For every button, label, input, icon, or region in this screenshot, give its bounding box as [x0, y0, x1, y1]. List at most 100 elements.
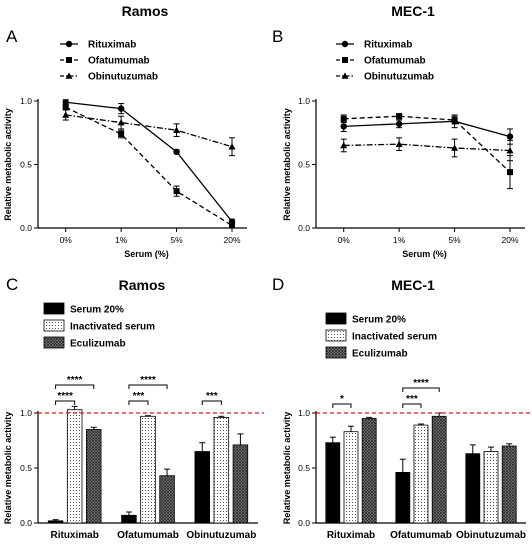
- panel-a-series-rituximab-line: [65, 101, 233, 223]
- panel-d-legend-serum-20-label: Serum 20%: [352, 315, 406, 326]
- panel-c-y-tick-label: 0.5: [20, 463, 32, 473]
- panel-a-series-obinutuzumab-point: [62, 111, 70, 118]
- panel-c-significance-label: ****: [140, 375, 156, 386]
- panel-b-series-obinutuzumab-point: [395, 140, 403, 147]
- panel-a-series-obinutuzumab-line: [65, 114, 233, 148]
- panel-d-significance-bracket: [402, 387, 440, 392]
- panel-d-significance-label: ***: [406, 394, 418, 405]
- panel-b-series-ofatumumab-point: [507, 169, 513, 176]
- panel-d-significance-bracket: [332, 403, 352, 408]
- panel-b-legend-ofatumumab-marker: [342, 57, 348, 63]
- panel-d-bar-serum-20-ofatumumab: [395, 471, 411, 524]
- panel-d-bar-inactivated-serum-rituximab: [343, 431, 359, 524]
- panel-a-series-ofatumumab-point: [62, 104, 69, 111]
- panel-d-legend-inactivated-serum-swatch: [325, 329, 347, 342]
- panel-d-legend-eculizumab-swatch: [325, 346, 347, 359]
- panel-b-x-tick-label: 1%: [393, 235, 406, 245]
- panel-a-legend-ofatumumab-label: Ofatumumab: [88, 56, 150, 67]
- panel-a-legend-rituximab-label: Rituximab: [88, 40, 136, 51]
- panel-b-series-rituximab-point: [395, 120, 403, 128]
- panel-b-legend-rituximab-label: Rituximab: [364, 40, 412, 51]
- panel-a-x-axis-label: Serum (%): [124, 249, 169, 259]
- panel-c-legend-eculizumab-swatch: [43, 336, 65, 349]
- panel-label-b: B: [272, 27, 283, 46]
- panel-c-title: Ramos: [119, 277, 166, 293]
- panel-d-y-tick-label: 0.5: [298, 463, 310, 473]
- panel-a-series-ofatumumab-line: [65, 106, 233, 227]
- panel-c-significance-bracket: [128, 400, 149, 405]
- panel-b-legend-ofatumumab-label: Ofatumumab: [364, 56, 426, 67]
- panel-c-significance-bracket: [128, 384, 168, 389]
- panel-d-bar-eculizumab-rituximab: [361, 418, 377, 524]
- panel-a-legend-rituximab-marker: [65, 40, 73, 48]
- panel-c-category-rituximab-label: Rituximab: [50, 530, 98, 541]
- panel-label-d: D: [272, 275, 284, 294]
- panel-c-bar-serum-20-ofatumumab: [121, 514, 137, 524]
- panel-b-series-ofatumumab-point: [396, 113, 403, 120]
- panel-d-bar-eculizumab-ofatumumab: [431, 415, 447, 524]
- panel-d-category-rituximab-label: Rituximab: [327, 530, 375, 541]
- panel-d-legend-serum-20-swatch: [325, 312, 347, 325]
- panel-b-series-obinutuzumab-point: [506, 146, 514, 154]
- panel-d-bar-inactivated-serum-obinutuzumab: [483, 451, 499, 524]
- panel-a-series-rituximab-point: [62, 99, 69, 106]
- panel-b-series-obinutuzumab-point: [451, 144, 459, 151]
- panel-d-bar-serum-20-obinutuzumab: [465, 453, 481, 524]
- panel-a-legend-obinutuzumab-label: Obinutuzumab: [88, 72, 158, 83]
- panel-c-bar-inactivated-serum-obinutuzumab: [213, 416, 230, 524]
- panel-c-significance-bracket: [55, 400, 76, 405]
- panel-d-bar-inactivated-serum-ofatumumab: [413, 424, 429, 524]
- panel-a-x-tick-label: 0%: [60, 235, 73, 245]
- panel-b-series-ofatumumab-point: [451, 117, 458, 124]
- panel-a-series-obinutuzumab-point: [228, 143, 236, 150]
- panel-b-legend-rituximab-marker: [341, 40, 349, 48]
- panel-a-legend-ofatumumab-marker: [66, 57, 72, 63]
- panel-a-y-tick-label: 1.0: [20, 96, 32, 106]
- panel-b-y-tick-label: 0.0: [298, 223, 310, 233]
- panel-d-legend-inactivated-serum-label: Inactivated serum: [352, 332, 437, 343]
- panel-d-y-axis-label: Relative metabolic activity: [282, 412, 292, 525]
- panel-b-legend-obinutuzumab-label: Obinutuzumab: [364, 72, 434, 83]
- panel-b-x-tick-label: 0%: [338, 235, 351, 245]
- panel-d-category-ofatumumab-label: Ofatumumab: [390, 530, 452, 541]
- panel-c-bar-eculizumab-ofatumumab: [159, 475, 175, 524]
- panel-b-y-tick-label: 0.5: [298, 160, 310, 170]
- panel-d-bar-eculizumab-obinutuzumab: [501, 445, 517, 524]
- panel-a-series-ofatumumab-point: [173, 188, 180, 195]
- panel-b-y-axis-label: Relative metabolic activity: [282, 108, 292, 221]
- panel-d-legend-eculizumab-label: Eculizumab: [352, 349, 408, 360]
- panel-d-category-obinutuzumab-label: Obinutuzumab: [456, 530, 526, 541]
- panel-c-significance-bracket: [201, 400, 222, 405]
- panel-label-c: C: [6, 275, 18, 294]
- panel-c-y-tick-label: 0.0: [20, 518, 32, 528]
- panel-c-y-axis-label: Relative metabolic activity: [3, 412, 13, 525]
- panel-b-series-obinutuzumab-line: [343, 143, 511, 152]
- panel-c-bar-serum-20-rituximab: [47, 520, 64, 524]
- panel-a-series-ofatumumab-point: [229, 222, 235, 229]
- panel-c-legend-eculizumab-label: Eculizumab: [70, 339, 126, 350]
- panel-a-x-tick-label: 1%: [115, 235, 128, 245]
- panel-d-y-tick-label: 0.0: [298, 518, 310, 528]
- line-chart-mec1: 0.0 0.5 1.0 Relative metabolic activity 0% 1%…: [282, 40, 525, 259]
- panel-c-bar-inactivated-serum-ofatumumab: [140, 415, 156, 524]
- panel-c-category-ofatumumab-label: Ofatumumab: [117, 530, 179, 541]
- panel-b-series-rituximab-line: [343, 120, 511, 138]
- panel-c-bar-inactivated-serum-rituximab: [66, 409, 83, 524]
- panel-a-y-axis-label: Relative metabolic activity: [3, 108, 13, 221]
- panel-c-legend-serum-20-swatch: [43, 302, 65, 315]
- panel-b-x-tick-label: 5%: [448, 235, 461, 245]
- panel-c-significance-label: ***: [133, 391, 145, 402]
- panel-a-y-tick-label: 0.0: [20, 223, 32, 233]
- panel-c-bar-eculizumab-obinutuzumab: [232, 444, 249, 524]
- panel-a-series-rituximab-point: [173, 148, 180, 155]
- panel-c-bar-eculizumab-rituximab: [86, 429, 102, 524]
- panel-c-significance-label: ****: [67, 375, 83, 386]
- panel-d-title: MEC-1: [391, 277, 435, 293]
- panel-d-bar-serum-20-rituximab: [325, 442, 341, 524]
- panel-d-significance-label: ****: [413, 378, 429, 389]
- panel-b-y-tick-label: 1.0: [298, 96, 310, 106]
- panel-b-legend-obinutuzumab-marker: [341, 72, 349, 79]
- panel-a-x-tick-label: 20%: [223, 235, 240, 245]
- panel-b-title: MEC-1: [391, 3, 435, 19]
